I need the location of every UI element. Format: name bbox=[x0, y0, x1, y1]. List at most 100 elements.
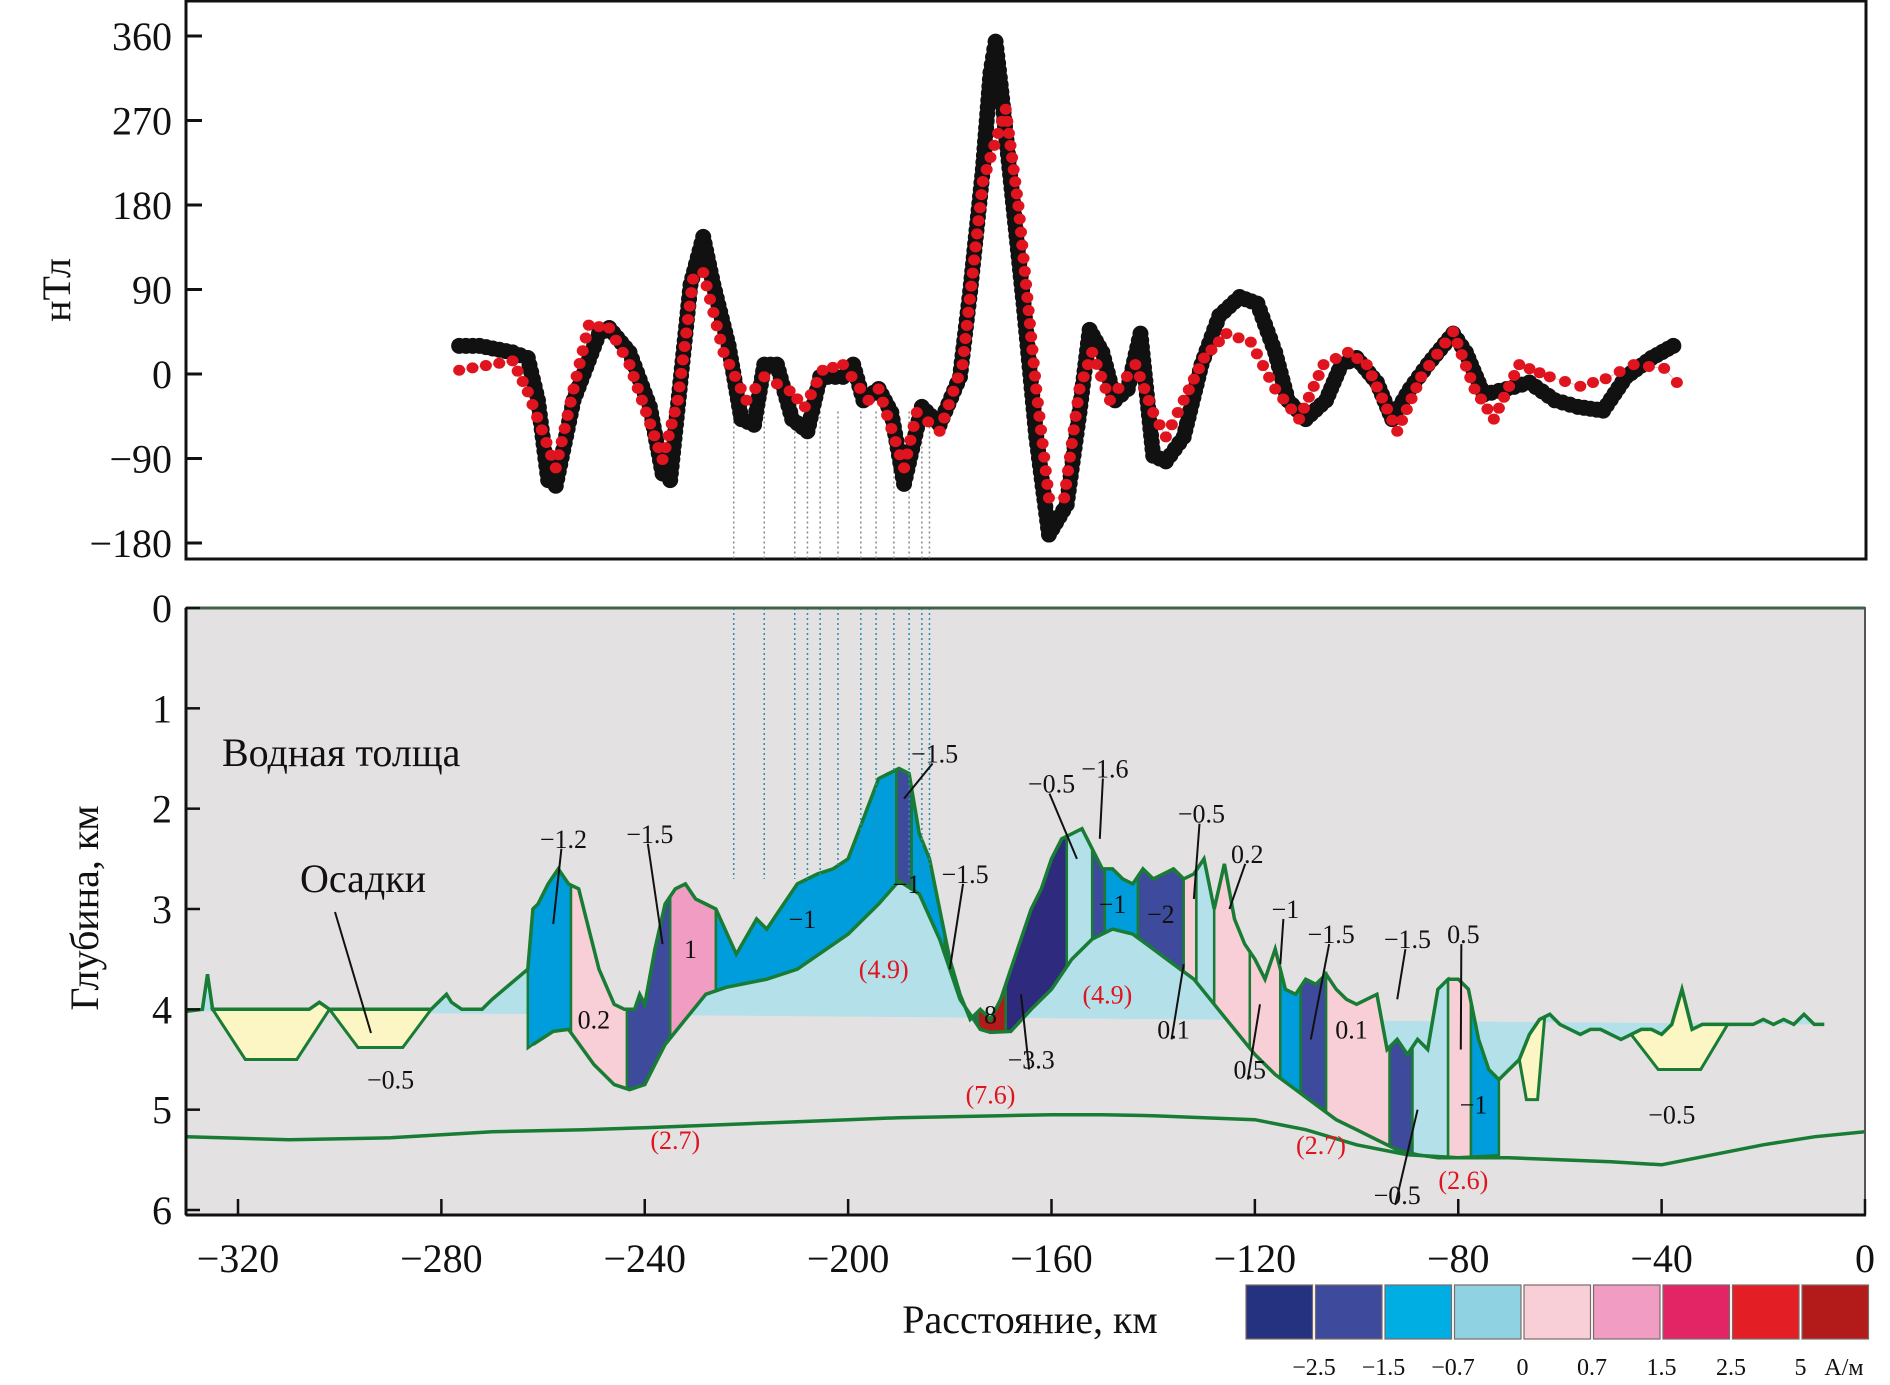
model-point bbox=[479, 360, 492, 372]
model-point bbox=[1159, 431, 1172, 443]
model-point bbox=[576, 345, 589, 357]
model-point bbox=[1360, 359, 1373, 371]
model-point bbox=[1220, 328, 1233, 340]
magnetization-label: −0.5 bbox=[1028, 770, 1075, 799]
model-point bbox=[1112, 382, 1125, 394]
magnetization-labels: −1.2 −1.50.21−0.5(2.7)−1−1.5−1(4.9)−1.58−… bbox=[367, 739, 1695, 1209]
model-point bbox=[1381, 403, 1394, 415]
magnetization-label: 0.5 bbox=[1234, 1056, 1267, 1085]
model-point bbox=[453, 364, 466, 376]
magnetization-label: −3.3 bbox=[1008, 1046, 1055, 1075]
model-point bbox=[910, 406, 923, 418]
model-point bbox=[717, 346, 730, 358]
depth-tick-label: 1 bbox=[152, 686, 172, 731]
sediments-label: Осадки bbox=[300, 856, 426, 901]
label-leader bbox=[1309, 943, 1331, 1040]
model-point bbox=[1405, 393, 1418, 405]
magnetization-label: −1.5 bbox=[941, 860, 988, 889]
model-point bbox=[1058, 492, 1071, 504]
model-point bbox=[640, 406, 653, 418]
model-point bbox=[703, 293, 716, 305]
model-point bbox=[922, 416, 935, 428]
magnetized-block bbox=[1446, 977, 1473, 1160]
label-leader bbox=[1228, 863, 1247, 910]
model-point bbox=[1142, 395, 1155, 407]
y-axis-title-ntl: нТл bbox=[34, 258, 79, 322]
model-point bbox=[623, 359, 636, 371]
model-point bbox=[1060, 478, 1073, 490]
model-point bbox=[1192, 363, 1205, 375]
distance-tick-label: −280 bbox=[400, 1236, 483, 1281]
model-point bbox=[1062, 465, 1075, 477]
depth-tick-label: 2 bbox=[152, 787, 172, 832]
magnetization-legend: −2.5 −1.5 −0.7 0 0.7 1.5 2.5 5 А/м bbox=[1245, 1284, 1870, 1381]
model-point bbox=[976, 176, 989, 188]
model-point bbox=[1004, 139, 1017, 151]
model-point bbox=[734, 382, 747, 394]
model-point bbox=[1410, 382, 1423, 394]
model-point bbox=[972, 215, 985, 227]
model-point bbox=[579, 332, 592, 344]
model-point bbox=[1007, 164, 1020, 176]
label-leader bbox=[1279, 918, 1285, 965]
model-point bbox=[1099, 382, 1112, 394]
distance-tick-label: −80 bbox=[1427, 1236, 1490, 1281]
seafloor-boundary bbox=[186, 766, 1825, 1083]
distance-axis: −320 −280 −240 −200 −160 −120 −80 −40 0 bbox=[197, 1199, 1875, 1281]
y-tick-label: 0 bbox=[152, 352, 172, 397]
model-point bbox=[1439, 337, 1452, 349]
model-point bbox=[1513, 359, 1526, 371]
model-point bbox=[1400, 403, 1413, 415]
model-point bbox=[758, 371, 771, 383]
model-point bbox=[564, 396, 577, 408]
model-point bbox=[1018, 265, 1031, 277]
model-point bbox=[749, 383, 762, 395]
model-point bbox=[678, 340, 691, 352]
label-leader bbox=[1246, 1004, 1261, 1080]
legend-tick-label: 0 bbox=[1517, 1355, 1529, 1381]
model-point bbox=[1455, 349, 1468, 361]
model-point bbox=[1065, 437, 1078, 449]
model-point bbox=[685, 287, 698, 299]
magnetized-block bbox=[1299, 971, 1328, 1115]
distance-tick-label: 0 bbox=[1855, 1236, 1875, 1281]
model-point bbox=[1171, 406, 1184, 418]
model-point bbox=[1001, 115, 1014, 127]
model-point bbox=[668, 406, 681, 418]
model-point bbox=[707, 307, 720, 319]
x-axis-title-distance: Расстояние, км bbox=[902, 1297, 1157, 1342]
model-point bbox=[962, 306, 975, 318]
model-point bbox=[1027, 357, 1040, 369]
model-point bbox=[1022, 305, 1035, 317]
legend-tick-label: 5 bbox=[1795, 1355, 1807, 1381]
model-point bbox=[1559, 376, 1572, 388]
model-point bbox=[511, 365, 524, 377]
magnetization-label: 8 bbox=[984, 1000, 997, 1029]
y-tick-label: 360 bbox=[112, 14, 172, 59]
magnetization-label: −1.5 bbox=[1308, 920, 1355, 949]
model-point bbox=[1021, 291, 1034, 303]
magnetization-label: −1.5 bbox=[911, 739, 958, 768]
magnetization-label: 0.1 bbox=[1335, 1015, 1368, 1044]
model-point bbox=[1269, 383, 1282, 395]
model-point bbox=[671, 394, 684, 406]
depth-tick-label: 0 bbox=[152, 586, 172, 631]
depth-tick-label: 4 bbox=[152, 987, 172, 1032]
model-point bbox=[1415, 371, 1428, 383]
magnetization-label: −1.2 bbox=[540, 825, 587, 854]
model-point bbox=[988, 139, 1001, 151]
model-point bbox=[969, 241, 982, 253]
model-point bbox=[1017, 252, 1030, 264]
model-point bbox=[904, 434, 917, 446]
model-point bbox=[1670, 376, 1683, 388]
legend-swatch bbox=[1384, 1284, 1453, 1340]
model-point bbox=[1081, 359, 1094, 371]
magnetization-label: (7.6) bbox=[966, 1081, 1016, 1110]
model-point bbox=[791, 393, 804, 405]
model-point bbox=[1508, 370, 1521, 382]
model-point bbox=[1067, 424, 1080, 436]
legend-tick-label: −0.7 bbox=[1431, 1355, 1475, 1381]
model-point bbox=[567, 383, 580, 395]
magnetization-label: (2.6) bbox=[1438, 1166, 1488, 1195]
model-point bbox=[1263, 371, 1276, 383]
